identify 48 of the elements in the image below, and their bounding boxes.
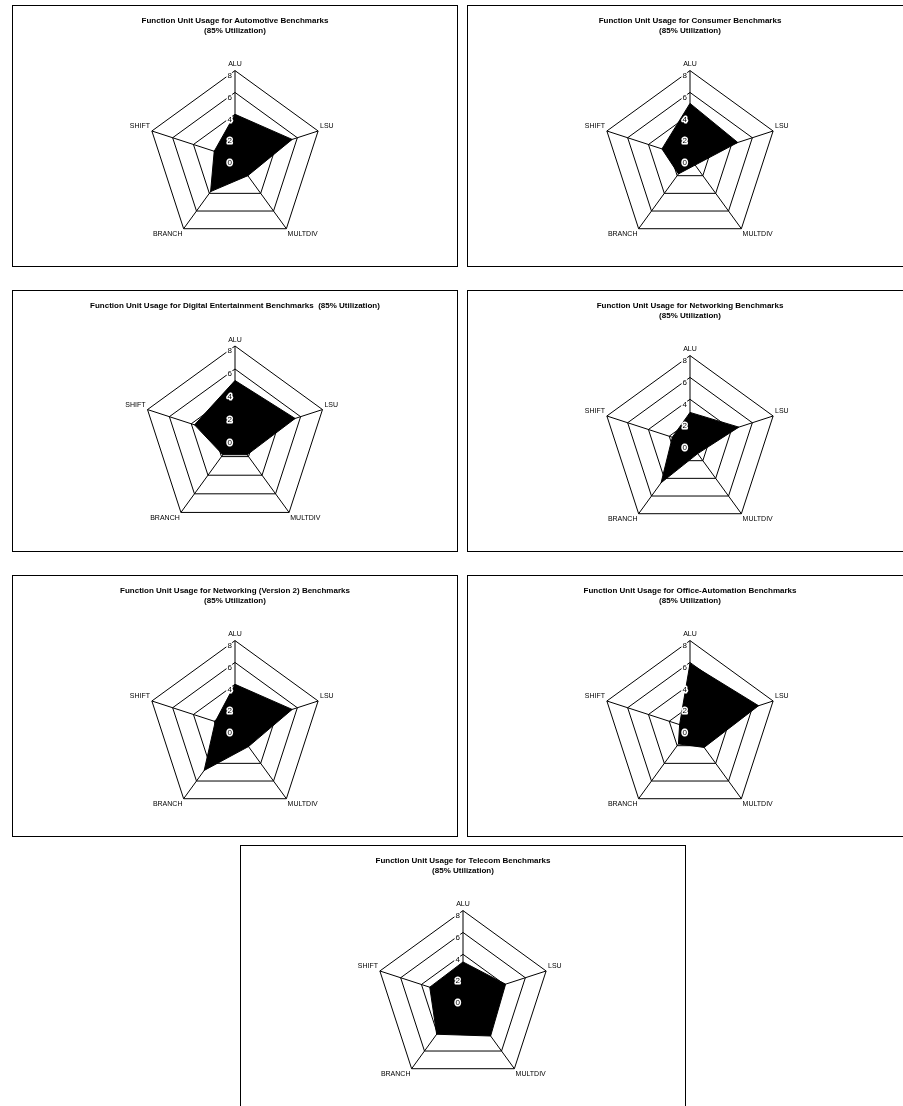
y-tick-label: 0	[227, 728, 233, 738]
y-tick-label: 2	[682, 706, 688, 716]
chart-title: Function Unit Usage for Consumer Benchmarks	[598, 16, 782, 25]
y-tick-label: 4	[227, 684, 233, 694]
chart-subtitle: (85% Utilization)	[659, 25, 722, 35]
y-tick-label: 8	[682, 355, 688, 365]
chart-subtitle: (85% Utilization)	[659, 310, 722, 320]
y-tick-label: 6	[682, 662, 688, 672]
y-tick-label: 0	[682, 158, 688, 168]
y-tick-label: 8	[227, 640, 233, 650]
y-tick-label: 8	[455, 910, 461, 920]
y-tick-label: 0	[682, 443, 688, 453]
y-tick-label: 2	[227, 415, 233, 425]
chart-title: Function Unit Usage for Telecom Benchmarks	[375, 856, 552, 865]
y-tick-label: 0	[455, 998, 461, 1008]
y-tick-label: 6	[682, 92, 688, 102]
chart-subtitle: (85% Utilization)	[432, 865, 495, 875]
y-tick-label: 8	[227, 70, 233, 80]
y-tick-label: 4	[682, 114, 688, 124]
chart-title: Function Unit Usage for Automotive Benchmarks	[141, 16, 329, 25]
y-tick-label: 6	[682, 377, 688, 387]
y-tick-label: 4	[227, 114, 233, 124]
y-tick-label: 8	[227, 346, 233, 356]
y-tick-label: 8	[682, 640, 688, 650]
y-tick-label: 6	[227, 369, 233, 379]
y-tick-label: 6	[455, 932, 461, 942]
y-tick-label: 2	[682, 421, 688, 431]
y-tick-label: 0	[682, 728, 688, 738]
y-tick-label: 2	[455, 976, 461, 986]
y-tick-label: 2	[227, 706, 233, 716]
chart-subtitle: (85% Utilization)	[204, 25, 267, 35]
y-tick-label: 4	[227, 392, 233, 402]
y-tick-label: 0	[227, 438, 233, 448]
y-tick-label: 4	[682, 399, 688, 409]
y-tick-label: 2	[682, 136, 688, 146]
chart-subtitle: (85% Utilization)	[659, 595, 722, 605]
y-tick-label: 4	[455, 954, 461, 964]
chart-title: Function Unit Usage for Networking Benchmarks	[596, 301, 784, 310]
chart-subtitle: (85% Utilization)	[204, 595, 267, 605]
y-tick-label: 6	[227, 92, 233, 102]
y-tick-label: 4	[682, 684, 688, 694]
y-tick-label: 2	[227, 136, 233, 146]
y-tick-label: 0	[227, 158, 233, 168]
chart-title: Function Unit Usage for Office-Automation Benchmarks	[583, 586, 797, 595]
y-tick-label: 6	[227, 662, 233, 672]
chart-title: Function Unit Usage for Networking (Version 2) Benchmarks	[120, 586, 351, 595]
chart-title: Function Unit Usage for Digital Entertainment Benchmarks (85% Utilization)	[90, 301, 381, 310]
y-tick-label: 8	[682, 70, 688, 80]
